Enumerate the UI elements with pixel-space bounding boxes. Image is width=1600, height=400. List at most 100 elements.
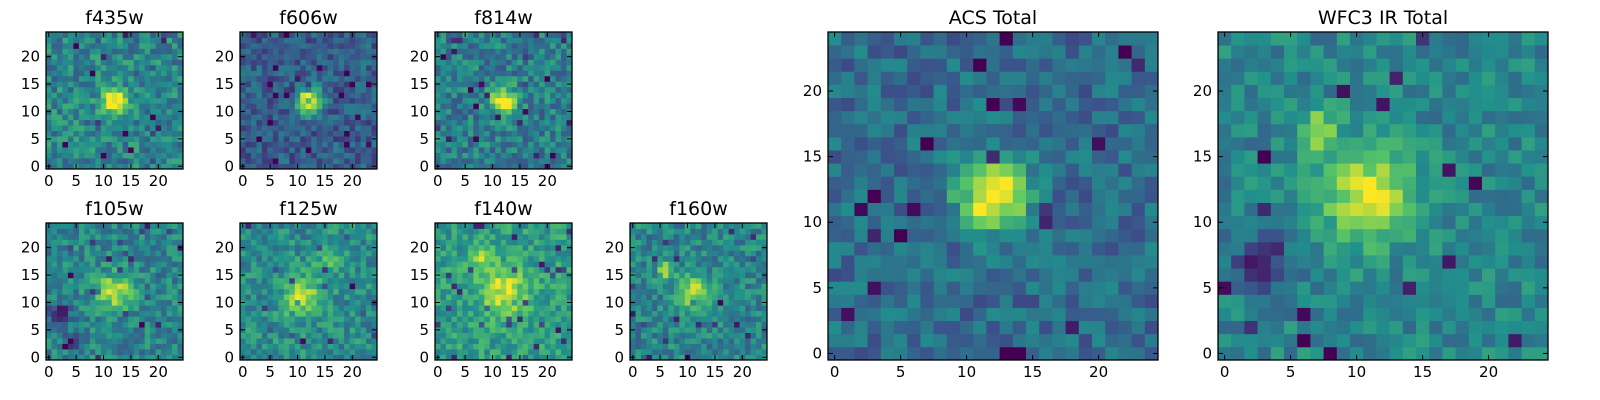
heatmap-cell [489, 152, 496, 159]
heatmap-cell [261, 108, 268, 115]
heatmap-cell [67, 158, 74, 164]
heatmap-cell [267, 64, 274, 71]
heatmap-cell [322, 108, 329, 115]
heatmap-cell [756, 244, 762, 251]
heatmap-cell [467, 141, 474, 148]
heatmap-cell [289, 261, 296, 268]
heatmap-cell [172, 81, 178, 88]
heatmap-cell [371, 255, 378, 262]
heatmap-cell [355, 288, 361, 295]
heatmap-cell [484, 288, 491, 295]
heatmap-cell [478, 233, 485, 240]
heatmap-cell [172, 42, 178, 49]
panel-title: f105w [85, 198, 144, 220]
heatmap-cell [478, 37, 485, 44]
heatmap-cell [451, 299, 458, 306]
heatmap-cell [555, 332, 562, 339]
heatmap-cell [150, 321, 156, 328]
heatmap-cell [1026, 215, 1040, 230]
heatmap-cell [907, 163, 921, 177]
heatmap-cell [46, 283, 52, 290]
heatmap-cell [67, 53, 74, 60]
heatmap-cell [445, 332, 452, 339]
heatmap-cell [478, 158, 485, 164]
heatmap-cell [111, 261, 118, 268]
heatmap-cell [635, 239, 642, 246]
heatmap-cell [761, 316, 768, 323]
heatmap-cell [67, 305, 74, 312]
heatmap-cell [150, 343, 156, 350]
heatmap-cell [56, 261, 63, 268]
heatmap-cell [278, 228, 285, 235]
heatmap-cell [440, 327, 447, 333]
heatmap-cell [473, 108, 480, 115]
heatmap-cell [894, 215, 908, 230]
heatmap-cell [462, 255, 469, 262]
heatmap-cell [1026, 202, 1040, 217]
heatmap-cell [561, 327, 567, 333]
heatmap-cell [467, 239, 474, 246]
heatmap-cell [451, 103, 458, 110]
heatmap-cell [435, 283, 441, 290]
heatmap-cell [478, 97, 485, 104]
heatmap-cell [723, 316, 730, 323]
heatmap-cell [172, 338, 178, 344]
heatmap-cell [73, 64, 80, 71]
heatmap-cell [517, 59, 524, 66]
heatmap-cell [630, 233, 636, 240]
heatmap-cell [550, 310, 556, 317]
heatmap-cell [473, 81, 480, 88]
heatmap-cell [1012, 202, 1027, 217]
heatmap-cell [533, 130, 540, 137]
heatmap-cell [89, 332, 96, 339]
heatmap-cell [316, 338, 323, 344]
heatmap-cell [668, 239, 675, 246]
heatmap-cell [338, 349, 345, 355]
heatmap-cell [283, 299, 290, 306]
heatmap-cell [1078, 176, 1093, 190]
heatmap-cell [366, 141, 372, 148]
heatmap-cell [1144, 176, 1159, 190]
heatmap-cell [95, 81, 102, 88]
heatmap-cell [440, 136, 447, 142]
heatmap-cell [73, 125, 80, 132]
heatmap-cell [245, 228, 252, 235]
heatmap-cell [635, 338, 642, 344]
heatmap-cell [100, 233, 107, 240]
y-tick-label: 20 [21, 239, 40, 257]
heatmap-cell [366, 32, 372, 38]
heatmap-cell [561, 163, 567, 170]
heatmap-cell [322, 147, 329, 153]
heatmap-cell [78, 136, 85, 142]
heatmap-cell [750, 223, 757, 229]
heatmap-cell [172, 32, 178, 38]
heatmap-cell [1078, 255, 1093, 269]
heatmap-cell [489, 103, 496, 110]
heatmap-cell [517, 48, 524, 55]
y-tick-label: 0 [30, 157, 40, 175]
heatmap-cell [371, 233, 378, 240]
heatmap-cell [500, 277, 507, 284]
heatmap-cell [311, 349, 318, 355]
heatmap-cell [500, 42, 507, 49]
heatmap-cell [316, 332, 323, 339]
heatmap-cell [739, 321, 746, 328]
heatmap-cell [467, 42, 474, 49]
heatmap-cell [668, 305, 675, 312]
heatmap-cell [717, 349, 724, 355]
heatmap-cell [544, 277, 551, 284]
heatmap-cell [506, 119, 513, 126]
heatmap-cell [528, 250, 535, 257]
heatmap-cell [294, 92, 301, 99]
heatmap-cell [566, 92, 573, 99]
heatmap-cell [78, 119, 85, 126]
heatmap-cell [51, 349, 58, 355]
heatmap-cell [111, 141, 118, 148]
heatmap-cell [451, 147, 458, 153]
heatmap-cell [62, 81, 69, 88]
heatmap-cell [933, 202, 948, 217]
heatmap-cell [95, 130, 102, 137]
heatmap-cell [161, 136, 167, 142]
heatmap-cell [539, 288, 545, 295]
heatmap-cell [566, 228, 573, 235]
